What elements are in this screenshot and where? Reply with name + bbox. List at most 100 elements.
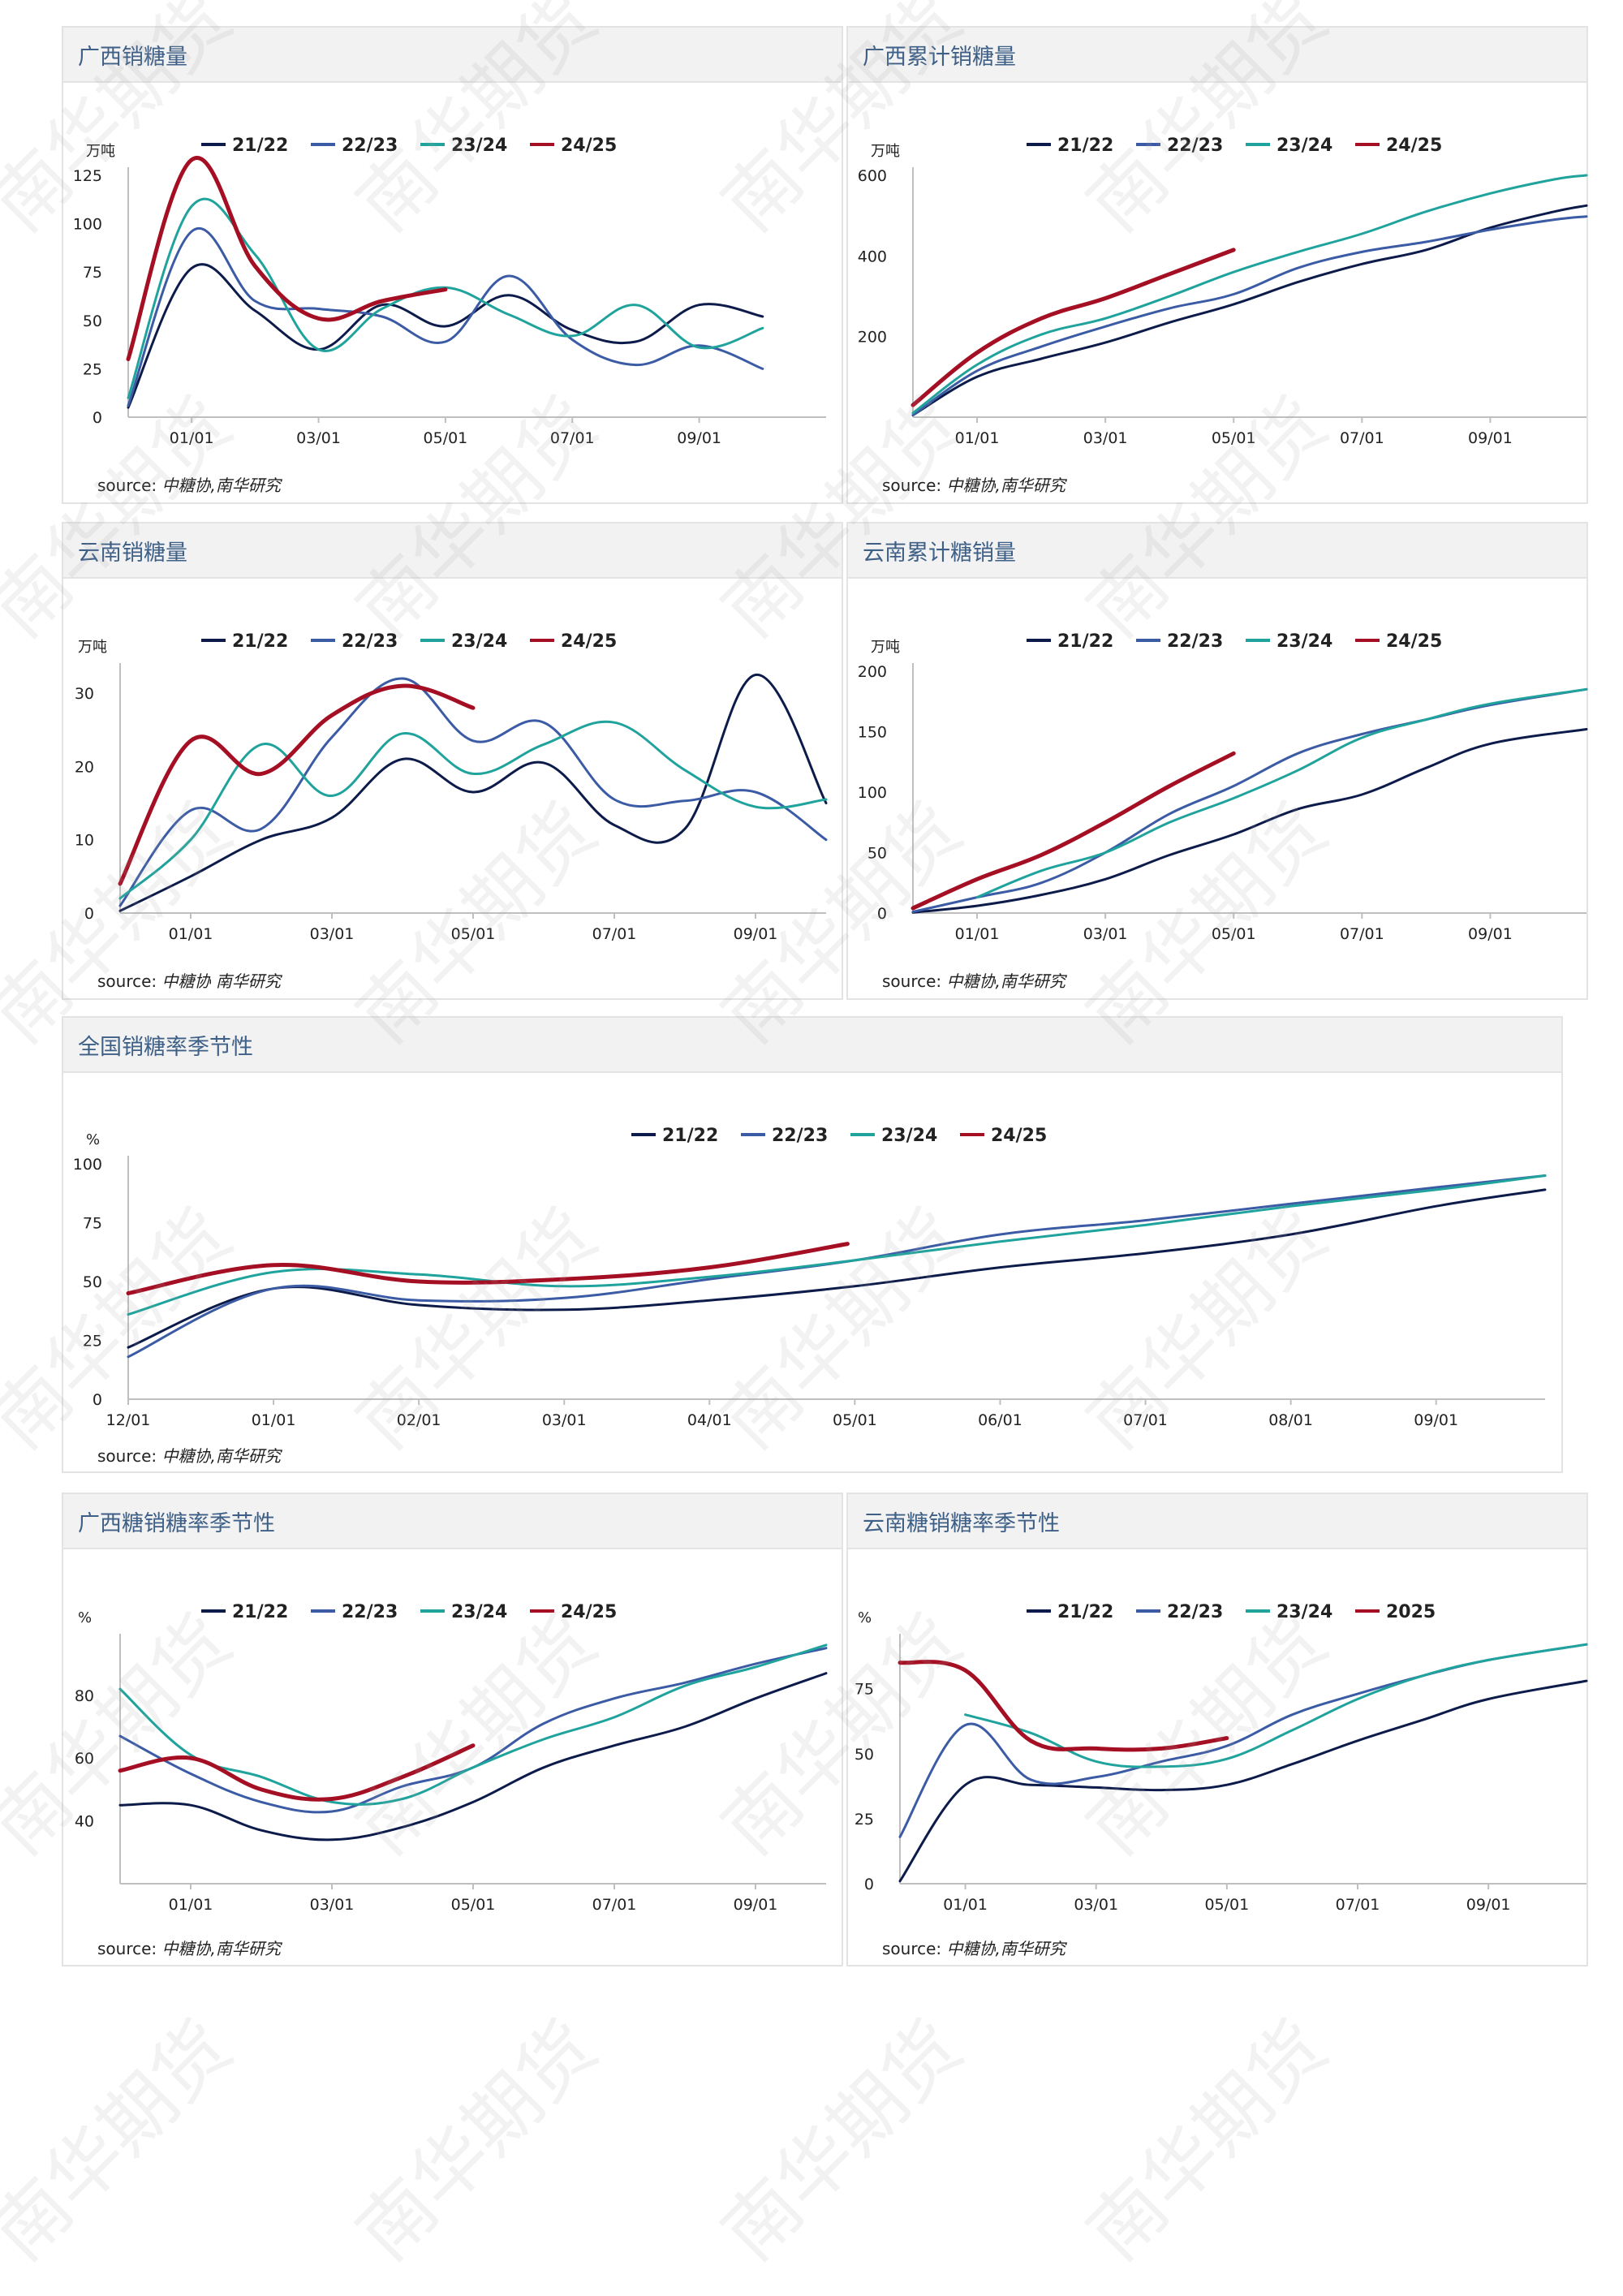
- series-line: [911, 687, 1588, 913]
- x-tick-label: 05/01: [833, 1411, 877, 1429]
- y-tick-label: 100: [73, 1156, 102, 1174]
- y-tick-label: 80: [75, 1687, 94, 1705]
- y-tick-label: 20: [75, 758, 94, 776]
- legend-label: 22/23: [342, 1602, 398, 1622]
- series-line: [126, 1242, 850, 1295]
- legend-label: 23/24: [1276, 1602, 1332, 1622]
- y-tick-label: 200: [858, 663, 887, 681]
- source-label: source:: [97, 971, 157, 991]
- x-tick-label: 09/01: [677, 429, 721, 447]
- source-label: source:: [882, 1939, 942, 1958]
- series-line: [118, 677, 828, 907]
- y-tick-label: 25: [83, 360, 102, 378]
- y-tick-label: 100: [858, 784, 887, 802]
- y-unit-label: %: [78, 1609, 92, 1626]
- series-line: [127, 1188, 1547, 1349]
- legend-label: 23/24: [1276, 631, 1332, 652]
- series-line: [127, 227, 764, 407]
- source-note: source: 中糖协,南华研究: [882, 968, 1065, 992]
- x-tick-label: 07/01: [1340, 925, 1384, 943]
- x-tick-label: 09/01: [734, 1896, 778, 1914]
- panel-yn-cum: 云南累计糖销量 万吨 0 50 100 150 200 01/01 03/01 05/01 07/…: [846, 522, 1588, 1000]
- source-label: source:: [882, 476, 942, 495]
- x-tick-label: 09/01: [1466, 1896, 1511, 1914]
- series-line: [911, 204, 1588, 416]
- series-line: [118, 683, 476, 886]
- x-tick-label: 12/01: [106, 1411, 151, 1429]
- y-tick-label: 75: [83, 1215, 102, 1233]
- y-tick-label: 100: [73, 216, 102, 234]
- legend-label: 21/22: [232, 1602, 288, 1622]
- chart-yn-rate: % 0 25 50 75 01/01 03/01 05/01 07/01 09/01 21/22 22…: [855, 1602, 1588, 1914]
- x-tick-label: 03/01: [1083, 925, 1128, 943]
- legend-label: 24/25: [1386, 136, 1442, 156]
- panel-gx-rate: 广西糖销糖率季节性 % 40 60 80 01/01 03/01 05/01 07/01 09/…: [62, 1493, 843, 1966]
- series-line: [118, 1672, 828, 1842]
- watermark-text: 南华期货: [0, 2005, 248, 2277]
- y-tick-label: 50: [855, 1746, 874, 1764]
- x-tick-label: 08/01: [1268, 1411, 1313, 1429]
- panel-title: 广西糖销糖率季节性: [78, 1511, 275, 1536]
- x-tick-label: 07/01: [1123, 1411, 1168, 1429]
- panel-title: 云南糖销糖率季节性: [863, 1511, 1060, 1536]
- legend-label: 21/22: [232, 631, 288, 652]
- y-tick-label: 150: [858, 724, 887, 742]
- x-tick-label: 01/01: [943, 1896, 988, 1914]
- x-tick-label: 07/01: [550, 429, 595, 447]
- panel-title: 云南销糖量: [78, 541, 187, 566]
- x-tick-label: 03/01: [310, 925, 355, 943]
- y-unit-label: %: [86, 1131, 100, 1148]
- x-tick-label: 01/01: [169, 925, 213, 943]
- source-org: 中糖协,南华研究: [161, 1446, 281, 1466]
- series-line: [127, 197, 764, 399]
- series-line: [911, 728, 1588, 914]
- y-tick-label: 75: [83, 264, 102, 282]
- source-note: source: 中糖协,南华研究: [97, 1936, 281, 1959]
- source-label: source:: [882, 971, 942, 991]
- x-tick-label: 02/01: [397, 1411, 441, 1429]
- series-line: [118, 1643, 828, 1806]
- x-tick-label: 01/01: [170, 429, 214, 447]
- y-unit-label: %: [858, 1609, 872, 1626]
- series-line: [911, 248, 1236, 407]
- y-tick-label: 75: [855, 1681, 874, 1699]
- legend-label: 22/23: [1167, 136, 1223, 156]
- series-line: [898, 1679, 1588, 1883]
- legend-label: 22/23: [342, 631, 398, 652]
- legend-label: 22/23: [772, 1126, 828, 1146]
- x-tick-label: 05/01: [424, 429, 468, 447]
- source-label: source:: [97, 1939, 157, 1958]
- y-tick-label: 10: [75, 832, 94, 850]
- x-tick-label: 09/01: [1468, 429, 1513, 447]
- y-tick-label: 40: [75, 1813, 94, 1831]
- series-line: [127, 1174, 1547, 1316]
- x-tick-label: 01/01: [169, 1896, 213, 1914]
- x-tick-label: 09/01: [1414, 1411, 1458, 1429]
- x-tick-label: 03/01: [1074, 1896, 1118, 1914]
- series-line: [975, 687, 1588, 899]
- x-tick-label: 07/01: [1340, 429, 1384, 447]
- x-tick-label: 04/01: [687, 1411, 732, 1429]
- series-line: [118, 673, 828, 912]
- y-tick-label: 50: [867, 845, 887, 863]
- x-tick-label: 03/01: [296, 429, 341, 447]
- legend-label: 23/24: [451, 631, 507, 652]
- series-line: [898, 1643, 1588, 1838]
- legend-label: 21/22: [232, 136, 288, 156]
- y-tick-label: 25: [83, 1333, 102, 1350]
- series-line: [911, 174, 1588, 415]
- legend-label: 24/25: [561, 1602, 617, 1622]
- panel-header: 云南糖销糖率季节性: [848, 1494, 1586, 1549]
- x-tick-label: 05/01: [1204, 1896, 1249, 1914]
- legend-label: 22/23: [342, 136, 398, 156]
- series-line: [911, 751, 1236, 911]
- x-tick-label: 03/01: [1083, 429, 1128, 447]
- source-note: source: 中糖协,南华研究: [882, 1936, 1065, 1959]
- series-line: [126, 156, 448, 361]
- y-unit-label: 万吨: [871, 143, 900, 160]
- panel-header: 广西累计销糖量: [848, 28, 1586, 83]
- legend-label: 23/24: [1276, 136, 1332, 156]
- chart-cn-rate: % 0 25 50 75 100 12/01 01/01 02/01 03/01 04/01 05/0…: [73, 1126, 1547, 1429]
- source-note: source: 中糖协,南华研究: [882, 472, 1065, 496]
- source-org: 中糖协 南华研究: [161, 971, 281, 991]
